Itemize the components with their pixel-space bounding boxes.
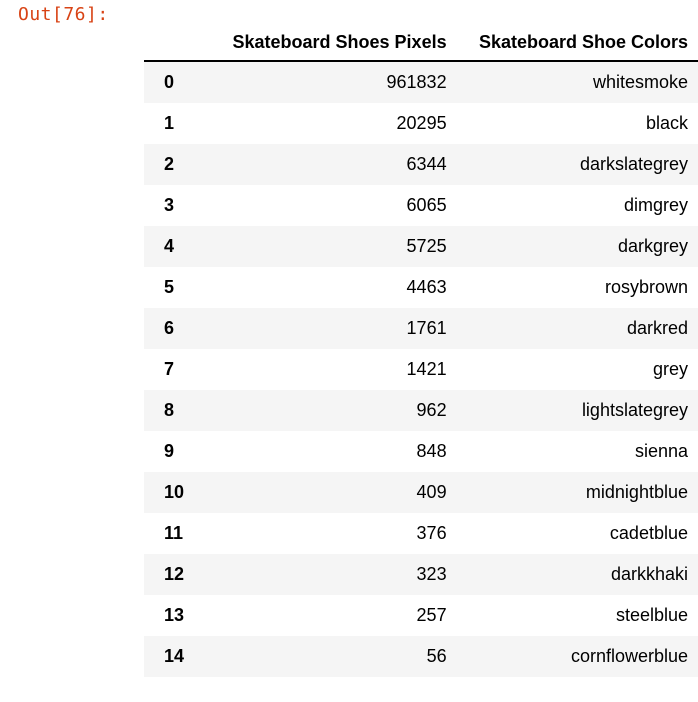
table-row: 6 1761 darkred — [144, 308, 698, 349]
pixels-cell: 6065 — [406, 195, 447, 215]
table-row: 12 323 darkkhaki — [144, 554, 698, 595]
dataframe-table: Skateboard Shoes Pixels Skateboard Shoe … — [144, 24, 698, 677]
index-header — [144, 24, 206, 62]
color-cell: grey — [652, 359, 688, 379]
pixels-cell: 848 — [416, 441, 447, 461]
color-cell: cadetblue — [609, 523, 688, 543]
color-cell: lightslategrey — [581, 400, 688, 420]
pixels-cell: 1761 — [406, 318, 447, 338]
color-cell: rosybrown — [604, 277, 688, 297]
pixels-cell: 409 — [416, 482, 447, 502]
row-index: 3 — [164, 195, 175, 215]
color-cell: whitesmoke — [592, 72, 688, 92]
pixels-cell: 962 — [416, 400, 447, 420]
column-header-colors: Skateboard Shoe Colors — [456, 24, 698, 62]
pixels-cell: 323 — [416, 564, 447, 584]
color-cell: steelblue — [615, 605, 688, 625]
table-row: 3 6065 dimgrey — [144, 185, 698, 226]
row-index: 9 — [164, 441, 175, 461]
table-row: 4 5725 darkgrey — [144, 226, 698, 267]
row-index: 11 — [164, 523, 184, 543]
pixels-cell: 1421 — [406, 359, 447, 379]
pixels-cell: 6344 — [406, 154, 447, 174]
color-cell: midnightblue — [585, 482, 688, 502]
pixels-cell: 257 — [416, 605, 447, 625]
color-cell: sienna — [634, 441, 688, 461]
table-row: 11 376 cadetblue — [144, 513, 698, 554]
color-cell: darkslategrey — [579, 154, 688, 174]
row-index: 13 — [164, 605, 185, 625]
color-cell: black — [645, 113, 688, 133]
row-index: 4 — [164, 236, 175, 256]
output-prompt: Out[76]: — [18, 4, 109, 25]
row-index: 0 — [164, 72, 175, 92]
row-index: 1 — [164, 113, 175, 133]
pixels-cell: 961832 — [386, 72, 447, 92]
table-header-row: Skateboard Shoes Pixels Skateboard Shoe … — [144, 24, 698, 62]
row-index: 8 — [164, 400, 175, 420]
color-cell: darkgrey — [617, 236, 688, 256]
table-row: 2 6344 darkslategrey — [144, 144, 698, 185]
table-row: 5 4463 rosybrown — [144, 267, 698, 308]
pixels-cell: 376 — [416, 523, 447, 543]
row-index: 7 — [164, 359, 175, 379]
color-cell: darkred — [626, 318, 688, 338]
pixels-cell: 4463 — [406, 277, 447, 297]
row-index: 6 — [164, 318, 175, 338]
pixels-cell: 5725 — [406, 236, 447, 256]
pixels-cell: 56 — [426, 646, 447, 666]
color-cell: darkkhaki — [610, 564, 688, 584]
pixels-cell: 20295 — [396, 113, 447, 133]
row-index: 2 — [164, 154, 175, 174]
table-row: 14 56 cornflowerblue — [144, 636, 698, 677]
row-index: 14 — [164, 646, 185, 666]
table-row: 0 961832 whitesmoke — [144, 61, 698, 103]
table-row: 13 257 steelblue — [144, 595, 698, 636]
row-index: 5 — [164, 277, 175, 297]
table-row: 10 409 midnightblue — [144, 472, 698, 513]
column-header-pixels: Skateboard Shoes Pixels — [205, 24, 457, 62]
table-row: 7 1421 grey — [144, 349, 698, 390]
row-index: 12 — [164, 564, 185, 584]
row-index: 10 — [164, 482, 185, 502]
table-row: 8 962 lightslategrey — [144, 390, 698, 431]
color-cell: cornflowerblue — [570, 646, 688, 666]
table-row: 9 848 sienna — [144, 431, 698, 472]
table-row: 1 20295 black — [144, 103, 698, 144]
color-cell: dimgrey — [623, 195, 688, 215]
